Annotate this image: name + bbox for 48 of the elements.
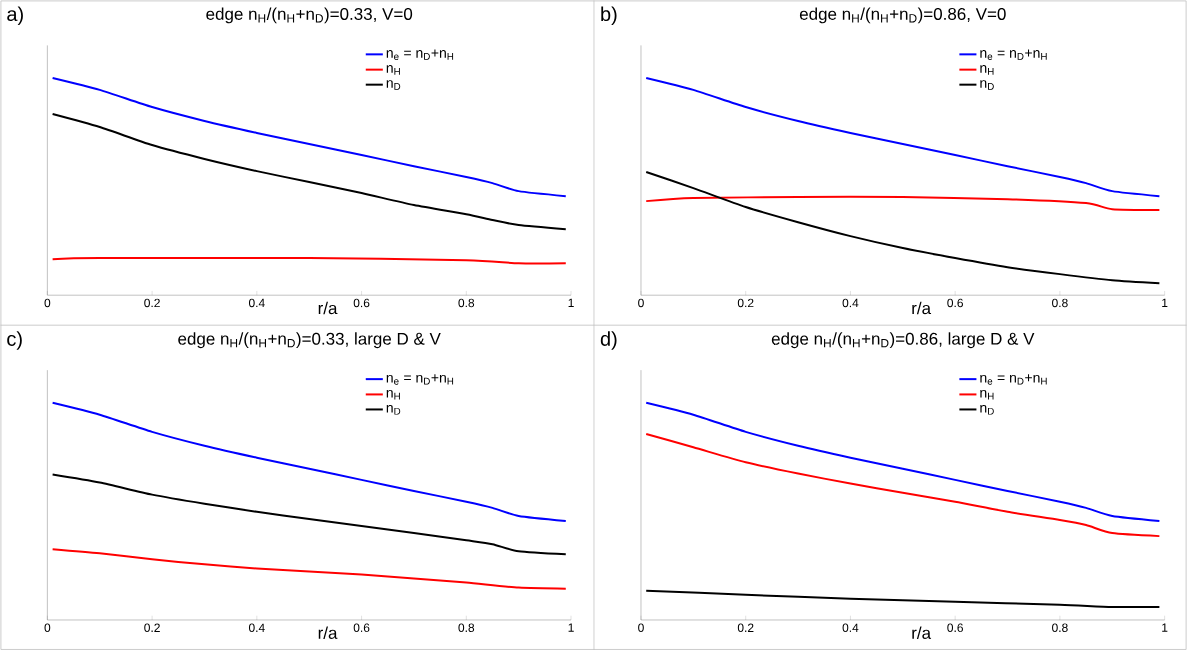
x-tick-label: 0.4 [248,623,265,632]
legend-label: n$_{e}$ = n$_{D}$+n$_{H}$ [386,374,454,385]
chart-title: edge n$_{H}$/(n$_{H}$+n$_{D}$)=0.33, large D & V [178,332,441,348]
x-tick-label: 1 [1162,623,1168,632]
legend-label: n$_{e}$ = n$_{D}$+n$_{H}$ [980,374,1047,385]
x-tick-label: 0.8 [1052,298,1068,308]
x-tick-label: 0.4 [842,623,859,632]
x-tick-label: 0.8 [458,298,475,308]
legend-label: n$_{H}$ [980,389,994,400]
x-axis-title: r/a [318,626,338,639]
x-tick-label: 1 [568,298,574,307]
legend-label: n$_{H}$ [980,64,994,75]
chart-title: edge n$_{H}$/(n$_{H}$+n$_{D}$)=0.86, large D & V [771,332,1035,348]
text: a) [7,6,23,25]
legend-label: n$_{e}$ = n$_{D}$+n$_{H}$ [980,49,1047,60]
chart-title: edge n$_{H}$/(n$_{H}$+n$_{D}$)=0.33, V=0 [206,7,413,24]
x-tick-label: 0 [638,298,644,308]
x-tick-label: 0.6 [947,623,963,632]
legend-label: n$_{e}$ = n$_{D}$+n$_{H}$ [386,49,454,60]
x-tick-label: 0.2 [737,298,754,308]
x-axis-title: r/a [318,301,338,315]
x-tick-label: 0.4 [842,298,859,308]
x-tick-label: 0.6 [353,623,370,632]
x-tick-label: 0.6 [353,298,370,308]
x-tick-label: 0.2 [144,298,160,308]
legend-label: n$_{D}$ [980,404,994,415]
x-tick-label: 0.8 [458,623,475,632]
legend-label: n$_{H}$ [386,389,400,400]
text: d) [600,331,617,350]
x-tick-label: 0 [44,623,51,632]
x-tick-label: 1 [568,623,574,632]
x-axis-title: r/a [912,626,932,639]
chart-title: edge n$_{H}$/(n$_{H}$+n$_{D}$)=0.86, V=0 [799,7,1006,24]
x-tick-label: 0 [44,298,51,308]
x-tick-label: 1 [1162,298,1168,307]
x-tick-label: 0.8 [1052,623,1068,632]
legend-label: n$_{H}$ [386,64,400,75]
x-tick-label: 0.6 [947,298,963,308]
legend-label: n$_{D}$ [386,404,401,415]
x-tick-label: 0.4 [248,298,265,308]
x-tick-label: 0.2 [144,623,160,632]
legend-label: n$_{D}$ [980,79,994,90]
x-axis-title: r/a [912,301,932,315]
text: c) [7,331,22,350]
x-tick-label: 0 [638,623,644,632]
text: b) [601,6,617,25]
x-tick-label: 0.2 [737,623,754,632]
legend-label: n$_{D}$ [386,79,401,90]
